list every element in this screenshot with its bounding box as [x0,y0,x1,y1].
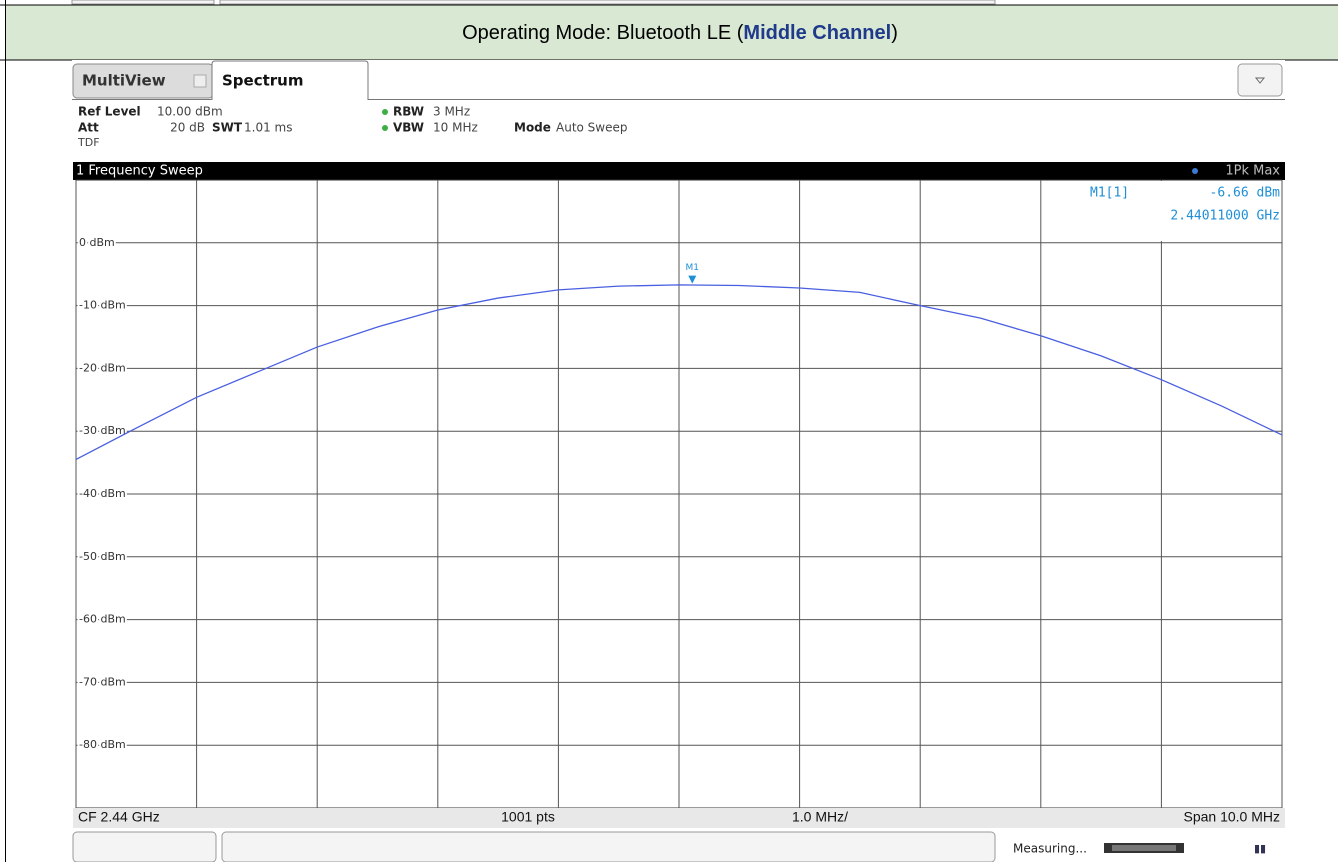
setting-label: VBW [393,121,424,135]
setting-value: Auto Sweep [556,121,628,135]
header-suffix: ) [891,22,898,44]
header-title: Operating Mode: Bluetooth LE (Middle Cha… [462,22,898,44]
footer-label: 1.0 MHz/ [792,809,848,825]
y-tick-label: -10 dBm [79,299,126,312]
footer-label: CF 2.44 GHz [78,809,160,825]
y-tick-label: -30 dBm [79,424,126,437]
y-tick-label: -50 dBm [79,550,126,563]
footer-label: Span 10.0 MHz [1184,809,1281,825]
y-tick-label: -20 dBm [79,361,126,374]
setting-label: SWT [212,121,243,135]
top-button [71,0,215,5]
progress-fill [1112,845,1176,851]
y-tick-label: -60 dBm [79,613,126,626]
setting-value: 20 dB [170,121,205,135]
trace [75,284,1283,461]
dropdown-button[interactable] [1237,63,1283,97]
status-icon: ▮▮ [1254,842,1266,855]
status-text: Measuring... [1013,842,1087,856]
marker-y-readout: -6.66 dBm [1210,186,1281,201]
tab-icon [193,74,207,88]
header-highlight: Middle Channel [743,22,891,44]
softkey[interactable] [72,831,217,862]
y-tick-label: -70 dBm [79,675,126,688]
marker [688,275,697,284]
setting-label: Att [78,121,99,135]
y-tick-label: -40 dBm [79,487,126,500]
setting-label: TDF [77,136,100,149]
marker-name: M1 [686,263,700,273]
setting-label: RBW [393,105,424,119]
y-tick-label: -80 dBm [79,738,126,751]
footer-label: 1001 pts [501,809,555,825]
dropdown-icon [1254,77,1266,84]
indicator [382,109,388,115]
y-tick-label: 0 dBm [79,236,115,249]
header-row [5,5,1338,60]
softkey[interactable] [221,831,996,862]
marker-box [1160,181,1281,241]
marker-x-readout: 2.44011000 GHz [1170,209,1280,224]
header-prefix: Operating Mode: Bluetooth LE ( [462,22,744,44]
tab-label: Spectrum [222,72,303,90]
footer-bar [73,808,1285,828]
tab-label: MultiView [82,72,166,90]
indicator [382,125,388,131]
trace-indicator [1192,168,1198,174]
setting-value: 10 MHz [433,121,478,135]
setting-label: Mode [514,121,551,135]
setting-value: 10.00 dBm [157,105,223,119]
setting-label: Ref Level [78,105,141,119]
tab[interactable] [211,60,369,100]
window-title: 1 Frequency Sweep [76,164,203,179]
top-button [219,0,996,5]
setting-value: 1.01 ms [244,121,292,135]
legend-entry: 1Pk Max [1225,164,1280,179]
setting-value: 3 MHz [433,105,470,119]
window-title-bar [73,162,1285,180]
marker-label: M1[1] [1090,186,1129,201]
